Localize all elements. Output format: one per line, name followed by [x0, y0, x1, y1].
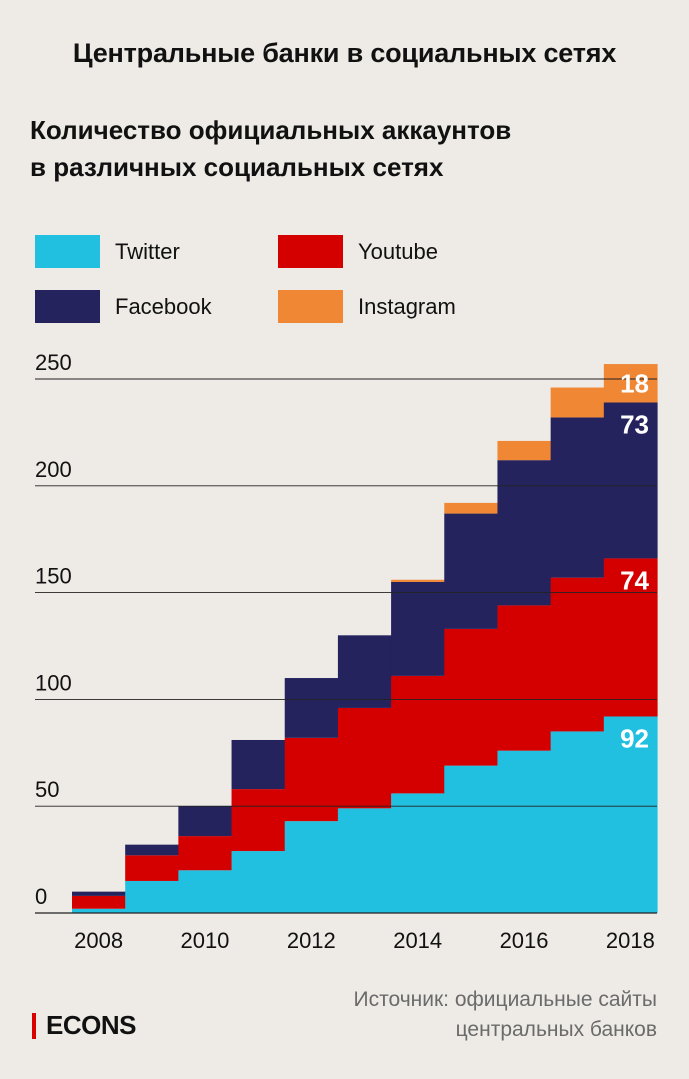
legend-item-instagram: Instagram — [278, 290, 456, 323]
bar-facebook-2011 — [231, 739, 286, 790]
x-tick-label-2012: 2012 — [287, 928, 336, 953]
bar-twitter-2017 — [550, 731, 605, 913]
bar-instagram-2015 — [444, 502, 499, 514]
bar-facebook-2018 — [603, 402, 658, 559]
y-tick-label-200: 200 — [35, 457, 72, 482]
bar-twitter-2011 — [231, 851, 286, 913]
page-title: Центральные банки в социальных сетях — [72, 38, 617, 68]
bar-youtube-2011 — [231, 789, 286, 852]
bar-instagram-2014 — [391, 579, 445, 582]
bar-twitter-2018 — [603, 716, 658, 913]
data-label-twitter-2018: 92 — [620, 723, 649, 753]
y-tick-label-50: 50 — [35, 777, 59, 802]
bar-instagram-2018 — [603, 364, 658, 403]
bar-facebook-2015 — [444, 513, 499, 629]
data-label-youtube-2018: 74 — [620, 565, 649, 595]
bar-youtube-2013 — [337, 707, 392, 809]
bar-twitter-2013 — [337, 808, 392, 913]
bar-facebook-2016 — [497, 460, 552, 606]
bar-youtube-2018 — [603, 558, 658, 717]
bar-youtube-2017 — [550, 577, 605, 732]
bar-twitter-2008 — [72, 908, 126, 913]
bar-instagram-2017 — [550, 387, 605, 418]
legend-label-facebook: Facebook — [115, 293, 212, 319]
bar-twitter-2010 — [178, 870, 233, 913]
x-tick-label-2008: 2008 — [74, 928, 123, 953]
x-tick-label-2010: 2010 — [180, 928, 229, 953]
bar-youtube-2012 — [284, 737, 339, 822]
data-label-facebook-2018: 73 — [620, 410, 649, 440]
x-tick-label-2018: 2018 — [606, 928, 655, 953]
bar-facebook-2009 — [125, 844, 179, 856]
legend-label-twitter: Twitter — [115, 238, 180, 264]
bar-youtube-2016 — [497, 605, 552, 751]
bar-twitter-2009 — [125, 880, 179, 913]
logo-text: ECONS — [46, 1010, 136, 1040]
legend-swatch-youtube — [278, 235, 343, 268]
econs-logo: ECONS — [32, 1010, 136, 1041]
y-tick-label-250: 250 — [35, 350, 72, 375]
legend-swatch-facebook — [35, 290, 100, 323]
data-label-instagram-2018: 18 — [620, 368, 649, 398]
bar-twitter-2012 — [284, 821, 339, 913]
legend-swatch-instagram — [278, 290, 343, 323]
source-line-1: Источник: официальные сайты — [353, 988, 657, 1011]
bar-twitter-2014 — [391, 793, 445, 913]
bar-youtube-2010 — [178, 836, 233, 871]
bar-twitter-2016 — [497, 750, 552, 913]
legend-item-facebook: Facebook — [35, 290, 212, 323]
bar-youtube-2014 — [391, 675, 445, 794]
bar-facebook-2008 — [72, 891, 126, 896]
chart-subtitle-line-1: Количество официальных аккаунтов — [30, 115, 512, 145]
chart-subtitle: Количество официальных аккаунтов в разли… — [30, 112, 650, 186]
bar-facebook-2010 — [178, 806, 233, 837]
bar-instagram-2016 — [497, 440, 552, 461]
bar-youtube-2015 — [444, 628, 499, 766]
legend-swatch-twitter — [35, 235, 100, 268]
chart-subtitle-line-2: в различных социальных сетях — [30, 152, 444, 182]
stacked-bar-chart: 0 50 100 150 200 250 2008 2010 2012 2014 2016 2018 1… — [35, 350, 658, 953]
bar-youtube-2008 — [72, 895, 126, 909]
legend-item-youtube: Youtube — [278, 235, 438, 268]
y-tick-label-150: 150 — [35, 564, 72, 589]
x-tick-label-2014: 2014 — [393, 928, 442, 953]
bar-youtube-2009 — [125, 855, 179, 881]
bar-twitter-2015 — [444, 765, 499, 913]
bar-facebook-2012 — [284, 678, 339, 738]
source-note: Источник: официальные сайты центральных … — [354, 985, 657, 1045]
source-line-2: центральных банков — [455, 1018, 657, 1041]
bar-facebook-2017 — [550, 417, 605, 578]
y-tick-label-100: 100 — [35, 670, 72, 695]
bar-facebook-2014 — [391, 581, 445, 676]
y-tick-label-0: 0 — [35, 884, 47, 909]
legend-item-twitter: Twitter — [35, 235, 180, 268]
logo-bar — [32, 1012, 36, 1039]
x-tick-label-2016: 2016 — [500, 928, 549, 953]
legend-label-instagram: Instagram — [358, 293, 456, 319]
legend-label-youtube: Youtube — [358, 238, 438, 264]
bar-facebook-2013 — [337, 635, 392, 708]
